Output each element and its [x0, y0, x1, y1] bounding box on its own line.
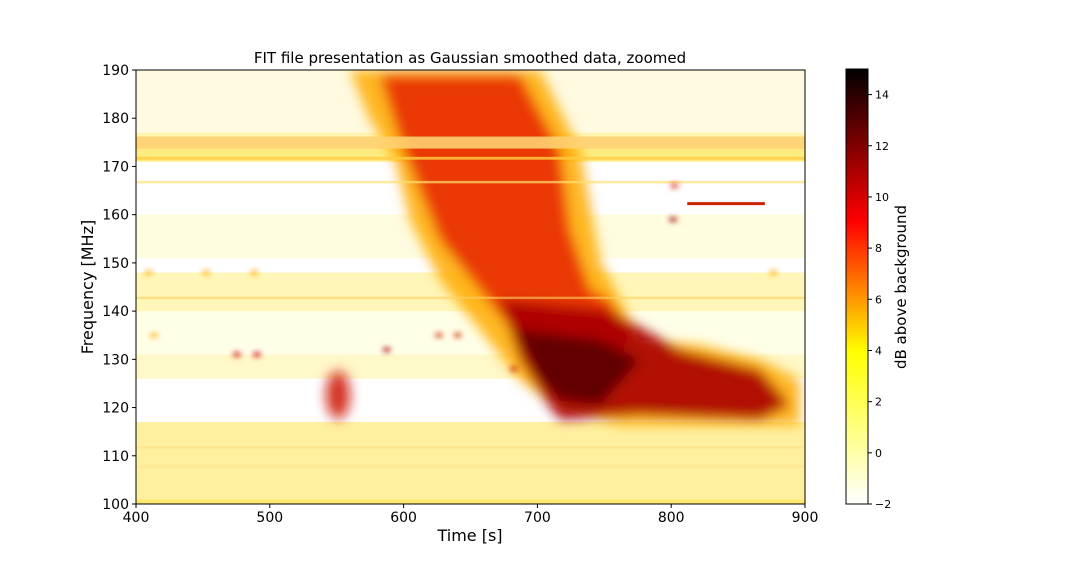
colorbar-tick-label: 14 [875, 89, 889, 102]
y-axis: 100 110 120 130 140 150 160 170 180 190 [102, 63, 136, 513]
x-tick-label: 500 [256, 510, 283, 526]
x-tick-label: 900 [792, 510, 819, 526]
rfi-spot [383, 347, 391, 352]
colorbar-tick-label: −2 [875, 498, 891, 511]
interference-segment [687, 202, 765, 206]
rfi-spot [769, 270, 777, 275]
y-tick-label: 120 [102, 401, 129, 417]
colorbar-ticks: −2 0 2 4 6 8 10 12 14 [868, 89, 891, 511]
colorbar-tick-label: 8 [875, 242, 882, 255]
rfi-spots [145, 183, 777, 371]
burst-core-upper [380, 75, 630, 380]
rfi-spot [250, 270, 258, 275]
interference-line [136, 465, 805, 468]
colorbar-gradient [845, 68, 869, 505]
interference-line [136, 136, 805, 149]
x-axis-label: Time [s] [436, 526, 502, 545]
interference-line [136, 180, 805, 184]
chart-title: FIT file presentation as Gaussian smooth… [254, 49, 686, 67]
y-tick-label: 180 [102, 111, 129, 127]
colorbar-tick-label: 0 [875, 447, 882, 460]
interference-line [136, 446, 805, 449]
rfi-spot [435, 333, 443, 338]
y-tick-label: 100 [102, 497, 129, 513]
y-tick-label: 170 [102, 159, 129, 175]
y-axis-label: Frequency [MHz] [78, 220, 97, 354]
x-axis: 400 500 600 700 800 900 [123, 504, 819, 526]
rfi-spot [145, 270, 153, 275]
y-tick-label: 190 [102, 63, 129, 79]
rfi-spot [233, 352, 241, 357]
rfi-spot [253, 352, 261, 357]
x-tick-label: 400 [123, 510, 150, 526]
heatmap-plot-area [136, 70, 805, 504]
rfi-spot [454, 333, 462, 338]
colorbar-tick-label: 10 [875, 191, 889, 204]
background-band [136, 499, 805, 504]
y-tick-label: 130 [102, 352, 129, 368]
plot-frame [135, 69, 806, 505]
interference-line [136, 156, 805, 160]
colorbar-tick-label: 2 [875, 396, 882, 409]
rfi-spot [202, 270, 210, 275]
y-tick-label: 150 [102, 256, 129, 272]
colorbar: −2 0 2 4 6 8 10 12 14 dB above background [845, 68, 910, 511]
background-band [136, 422, 805, 500]
colorbar-tick-label: 4 [875, 344, 882, 357]
x-tick-label: 800 [658, 510, 685, 526]
burst-small-patch [326, 371, 350, 419]
horizontal-interference-lines [136, 136, 805, 468]
colorbar-tick-label: 12 [875, 140, 889, 153]
rfi-spot [510, 366, 518, 371]
rfi-spot [669, 217, 677, 222]
rfi-spot [670, 183, 678, 188]
colorbar-label: dB above background [892, 205, 910, 369]
y-tick-label: 110 [102, 449, 129, 465]
y-tick-label: 140 [102, 304, 129, 320]
interference-line [136, 296, 805, 300]
rfi-spot [150, 333, 158, 338]
y-tick-label: 160 [102, 208, 129, 224]
x-tick-label: 600 [390, 510, 417, 526]
burst-dark-core [515, 330, 640, 405]
colorbar-tick-label: 6 [875, 293, 882, 306]
x-tick-label: 700 [524, 510, 551, 526]
